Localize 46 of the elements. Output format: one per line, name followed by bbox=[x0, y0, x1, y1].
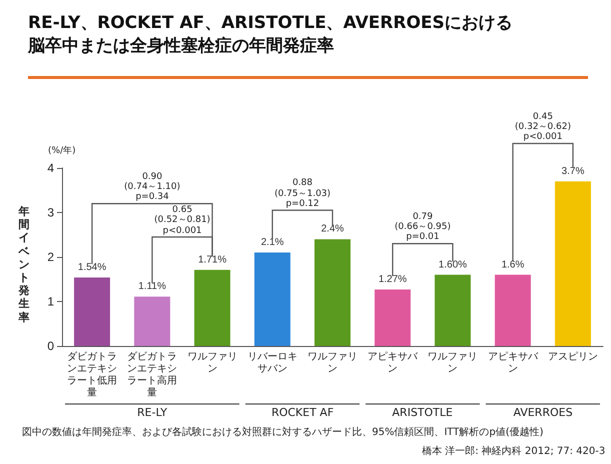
x-tick-label: リバーロキサバン bbox=[247, 352, 298, 374]
data-label: 1.6% bbox=[501, 259, 524, 270]
y-tick-label: 0 bbox=[47, 339, 54, 353]
text: AVERROES bbox=[513, 406, 573, 420]
x-tick-label: ワルファリン bbox=[187, 352, 238, 374]
data-label: 1.60% bbox=[438, 259, 468, 270]
chart-title: RE-LY、ROCKET AF、ARISTOTLE、AVERROESにおける脳卒中または全身性塞栓症の年間発症率 bbox=[28, 12, 514, 58]
bar bbox=[254, 252, 290, 346]
data-label: 1.54% bbox=[78, 262, 106, 273]
y-tick-label: 3 bbox=[47, 206, 54, 220]
annotation: 0.65 (0.52～0.81) p<0.001 bbox=[154, 204, 210, 236]
text: 年間イベント発生率 bbox=[18, 205, 30, 324]
data-label: 1.27% bbox=[378, 274, 407, 285]
text: RE-LY bbox=[137, 406, 168, 420]
y-tick-label: 4 bbox=[47, 161, 54, 175]
bar bbox=[554, 181, 591, 346]
data-label: 2.4% bbox=[321, 224, 344, 235]
bar bbox=[374, 289, 411, 346]
x-tick-label: アスピリン bbox=[548, 352, 598, 362]
annotation: 0.79 (0.66～0.95) p=0.01 bbox=[394, 212, 451, 243]
data-label: 2.1% bbox=[260, 237, 284, 248]
x-tick-label: アピキサバン bbox=[368, 352, 419, 374]
bar bbox=[434, 274, 471, 346]
text: 図中の数値は年間発症率、および各試験における対照群に対するハザード比、95%信頼区間、ITT解析のp値(優越性) bbox=[22, 427, 544, 438]
x-tick-label: ダビガトランエテキシラート低用量 bbox=[67, 350, 118, 398]
bar bbox=[314, 239, 350, 346]
data-label: 1.11% bbox=[138, 281, 166, 292]
y-tick-label: 1 bbox=[47, 294, 54, 308]
y-tick-label: 2 bbox=[47, 250, 54, 264]
text: (%/年) bbox=[48, 146, 76, 156]
annotation: 0.88 (0.75～1.03) p=0.12 bbox=[274, 178, 331, 210]
x-tick-label: ワルファリン bbox=[428, 352, 478, 374]
text: ARISTOTLE bbox=[392, 406, 453, 420]
x-tick-label: ワルファリン bbox=[308, 352, 358, 374]
bar bbox=[74, 277, 110, 346]
text: 0.45 (0.32～0.62) p<0.001 bbox=[514, 112, 571, 143]
bar bbox=[194, 270, 230, 346]
annotation: 0.90 (0.74～1.10) p=0.34 bbox=[124, 172, 180, 203]
text: ROCKET AF bbox=[271, 406, 334, 420]
text: 橋本 洋一郎: 神経内科 2012; 77: 420-3 bbox=[422, 446, 606, 458]
x-tick-label: アピキサバン bbox=[488, 352, 539, 374]
bar bbox=[134, 296, 170, 346]
bar bbox=[494, 274, 531, 346]
data-label: 1.71% bbox=[198, 254, 227, 266]
x-tick-label: ダビガトランエテキシラート高用量 bbox=[127, 350, 178, 398]
data-label: 3.7% bbox=[562, 166, 584, 177]
